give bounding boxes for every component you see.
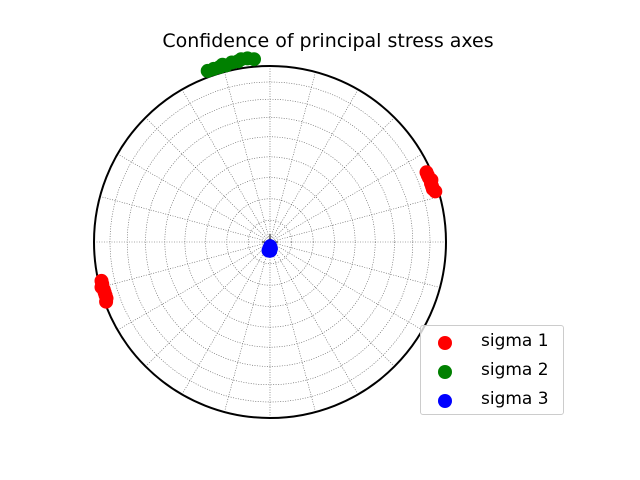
grid-spoke	[181, 241, 271, 395]
legend: sigma 1 sigma 2 sigma 3	[420, 325, 564, 415]
data-point-sigma-3	[263, 239, 278, 254]
legend-item-sigma-2: sigma 2	[421, 357, 565, 385]
grid-spoke	[269, 241, 359, 395]
grid-spoke	[145, 117, 271, 243]
grid-spoke	[181, 89, 271, 243]
data-point-sigma-1	[94, 273, 109, 288]
legend-label-sigma-3: sigma 3	[481, 389, 549, 409]
grid-spoke	[269, 117, 395, 243]
grid-spoke	[269, 196, 441, 243]
grid-spoke	[269, 89, 359, 243]
legend-marker-sigma-3	[438, 394, 452, 408]
legend-marker-sigma-1	[438, 336, 452, 350]
grid-spoke	[269, 241, 316, 413]
grid-spoke	[224, 71, 271, 243]
legend-label-sigma-2: sigma 2	[481, 360, 549, 380]
grid-spoke	[269, 241, 441, 288]
data-point-sigma-2	[247, 52, 261, 67]
grid-spoke	[145, 241, 271, 367]
chart-title: Confidence of principal stress axes	[162, 30, 494, 52]
legend-item-sigma-3: sigma 3	[421, 386, 565, 414]
grid-circle	[145, 117, 395, 367]
grid-circle	[248, 220, 292, 264]
grid-spoke	[224, 241, 271, 413]
grid-spoke	[269, 241, 423, 331]
grid-spoke	[269, 153, 423, 243]
grid-spoke	[269, 241, 395, 367]
grid	[94, 66, 446, 418]
grid-circle	[109, 81, 431, 403]
grid-spoke	[99, 196, 271, 243]
legend-item-sigma-1: sigma 1	[421, 328, 565, 356]
grid-circle	[205, 177, 335, 307]
data-points	[94, 51, 443, 309]
grid-spoke	[117, 153, 271, 243]
grid-spoke	[117, 241, 271, 331]
data-point-sigma-1	[419, 165, 434, 180]
grid-spoke	[99, 241, 271, 288]
legend-marker-sigma-2	[438, 365, 452, 379]
primitive-circle	[93, 65, 447, 419]
grid-spoke	[269, 71, 316, 243]
legend-label-sigma-1: sigma 1	[481, 331, 549, 351]
